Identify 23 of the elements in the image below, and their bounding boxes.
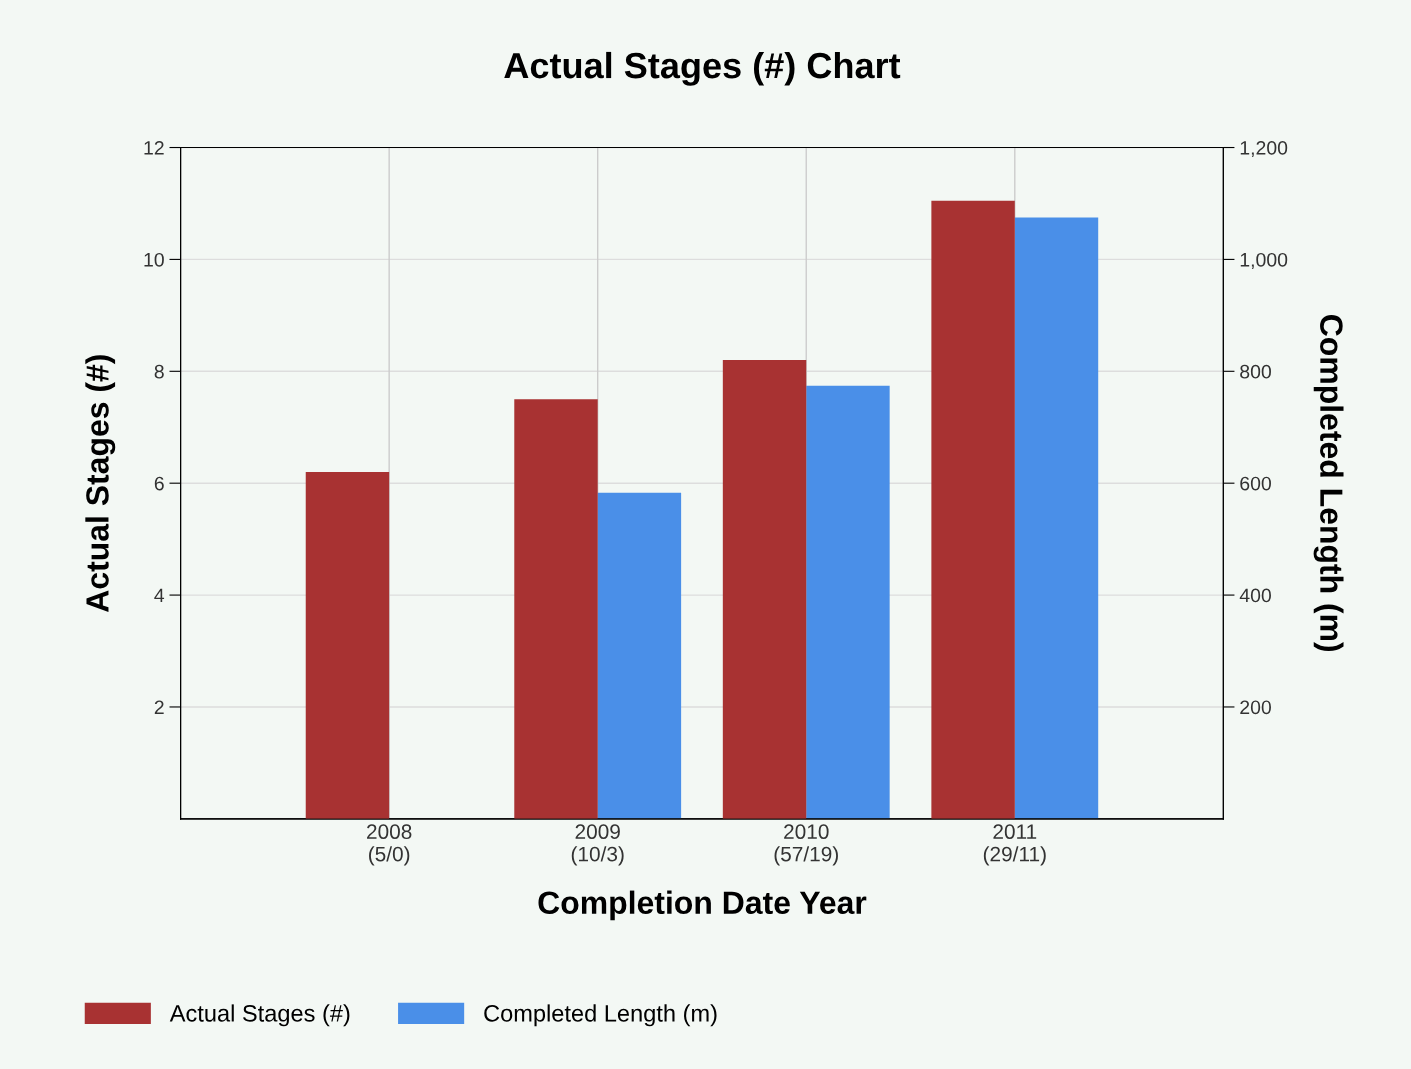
y2-tick-label: 600 — [1240, 476, 1271, 491]
y2-tick-label: 200 — [1240, 700, 1271, 715]
x-tick-label: 2008 (5/0) — [367, 824, 412, 866]
y-axis-title: Actual Stages (#) — [85, 355, 116, 612]
y-tick-label: 4 — [154, 588, 165, 603]
chart-title: Actual Stages (#) Chart — [504, 51, 901, 86]
x-axis-title: Completion Date Year — [538, 890, 867, 921]
y-tick-label: 6 — [154, 476, 164, 491]
x-tick-label: 2009 (10/3) — [571, 824, 624, 866]
y2-axis-title: Completed Length (m) — [1313, 315, 1344, 652]
legend-label: Completed Length (m) — [484, 1004, 717, 1027]
y2-tick-label: 1,200 — [1240, 140, 1288, 158]
y-tick-label: 12 — [144, 140, 164, 155]
x-tick-label: 2010 (57/19) — [774, 824, 838, 866]
y2-tick-label: 400 — [1239, 588, 1271, 603]
y2-tick-label: 1,000 — [1240, 252, 1288, 269]
legend-label: Actual Stages (#) — [169, 1004, 350, 1027]
bar — [305, 472, 390, 819]
y-tick-label: 8 — [154, 364, 164, 379]
x-tick-label: 2011 (29/11) — [983, 824, 1046, 866]
y-tick-label: 10 — [144, 252, 164, 267]
y-tick-label: 2 — [154, 700, 164, 715]
y2-tick-label: 800 — [1240, 364, 1271, 379]
